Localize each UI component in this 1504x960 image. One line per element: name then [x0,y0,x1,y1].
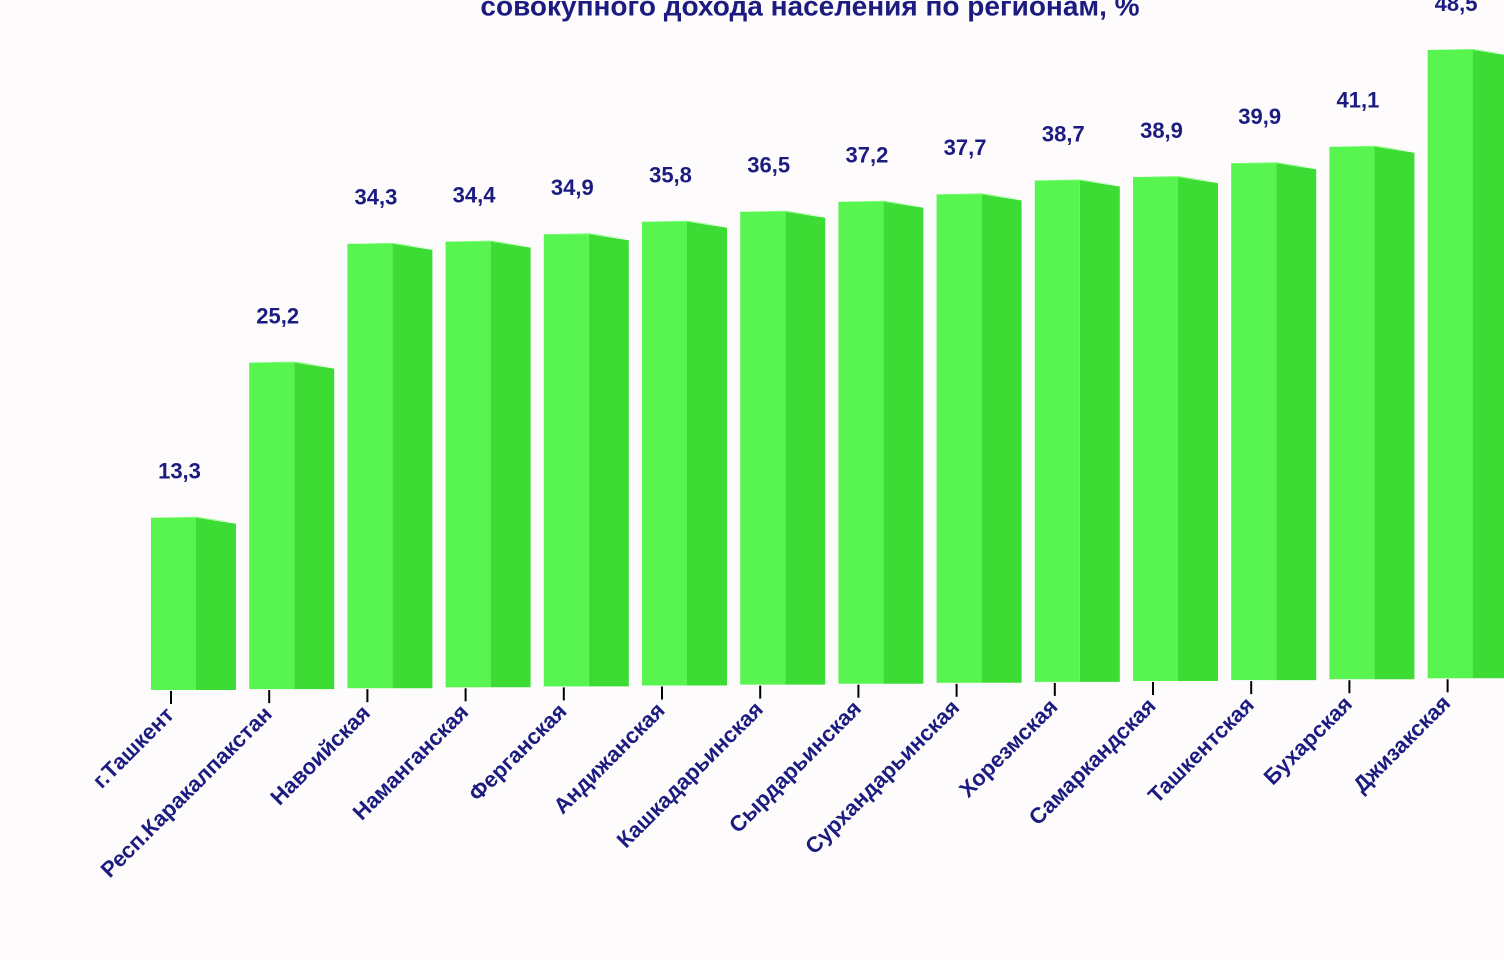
bar [1034,180,1080,682]
bar [249,362,295,690]
bar-side [687,221,727,686]
value-label: 38,7 [1042,121,1085,146]
bar-side [1178,177,1218,682]
bar [543,234,589,687]
value-label: 35,8 [649,163,692,188]
bar [642,221,687,686]
bar-side [392,243,433,689]
bar-side [1276,163,1317,681]
bar [740,211,786,685]
bar [936,194,982,683]
bar-side [588,234,629,687]
bar-side [1374,146,1415,680]
value-label: 39,9 [1238,104,1281,129]
bar-side [1472,50,1504,679]
chart-title: совокупного дохода населения по регионам… [480,0,1139,21]
value-label: 38,9 [1140,118,1183,143]
bar [1231,163,1277,681]
bar-side [196,517,236,690]
bar [445,241,491,688]
value-label: 34,3 [354,185,397,210]
value-label: 48,5 [1435,0,1478,16]
bar-side [294,362,335,690]
bar [151,517,196,690]
value-label: 41,1 [1336,88,1379,113]
bar-side [883,201,924,684]
value-label: 36,5 [747,153,790,178]
value-label: 34,9 [551,175,594,200]
bar-side [785,211,826,685]
value-label: 25,2 [256,303,299,328]
bar-top [1427,49,1504,54]
value-label: 37,2 [845,143,888,168]
bar [1427,50,1473,679]
bar-side [1079,180,1120,682]
bar [347,243,393,689]
bar [838,201,884,684]
value-label: 37,7 [944,135,987,160]
bar-side [490,241,531,688]
value-label: 34,4 [453,182,497,207]
value-label: 13,3 [158,459,201,484]
bar [1133,177,1178,682]
bar-side [981,194,1022,683]
bar [1329,146,1375,680]
